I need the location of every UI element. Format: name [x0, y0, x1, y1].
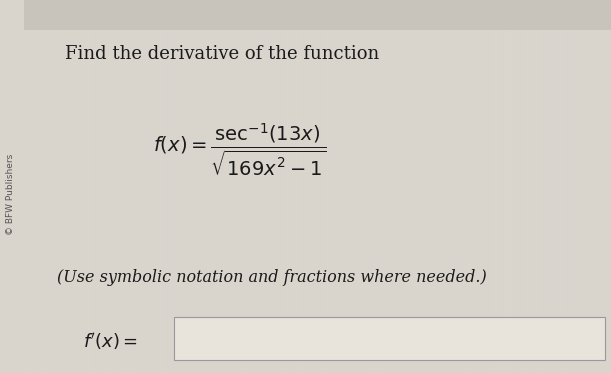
Text: $f'(x) =$: $f'(x) =$	[83, 331, 138, 352]
FancyBboxPatch shape	[174, 317, 605, 360]
Text: $f(x) = \dfrac{\mathrm{sec}^{-1}(13x)}{\sqrt{169x^2-1}}$: $f(x) = \dfrac{\mathrm{sec}^{-1}(13x)}{\…	[153, 121, 327, 178]
Text: (Use symbolic notation and fractions where needed.): (Use symbolic notation and fractions whe…	[57, 269, 486, 286]
Text: Find the derivative of the function: Find the derivative of the function	[65, 45, 380, 63]
Text: © BFW Publishers: © BFW Publishers	[7, 153, 15, 235]
Bar	[24, 0, 611, 30]
